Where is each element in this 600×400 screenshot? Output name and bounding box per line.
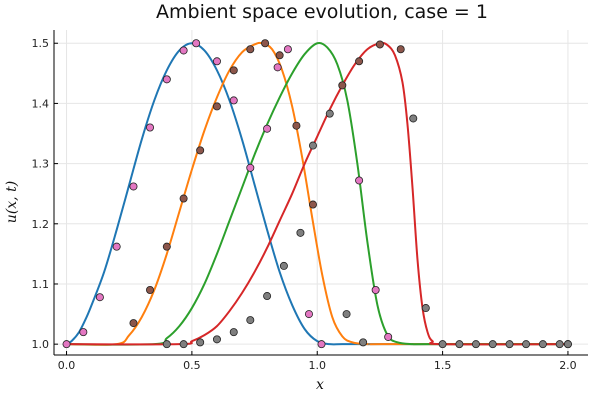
y-tick-label: 1.4	[32, 97, 50, 110]
data-point	[371, 285, 380, 294]
data-point	[229, 328, 238, 337]
chart-title: Ambient space evolution, case = 1	[156, 1, 488, 23]
x-tick-label: 1.5	[434, 359, 452, 372]
data-point	[438, 340, 447, 349]
data-point	[279, 261, 288, 270]
data-point	[162, 340, 171, 349]
data-point	[325, 109, 334, 118]
data-point	[292, 121, 301, 130]
data-point	[129, 319, 138, 328]
data-point	[263, 292, 272, 301]
grid	[54, 30, 588, 355]
data-point	[162, 75, 171, 84]
data-point	[359, 338, 368, 347]
data-point	[355, 176, 364, 185]
data-point	[375, 40, 384, 49]
data-point	[505, 340, 514, 349]
data-point	[308, 141, 317, 150]
data-point	[563, 340, 572, 349]
axes	[53, 30, 588, 356]
x-tick-label: 0.5	[183, 359, 201, 372]
series-markers	[62, 39, 572, 349]
y-ticks: 1.0 1.1 1.2 1.3 1.4 1.5	[32, 37, 58, 351]
data-point	[409, 114, 418, 123]
series-line-1	[66, 42, 568, 346]
data-point	[229, 66, 238, 75]
data-point	[355, 57, 364, 66]
y-tick-label: 1.0	[32, 338, 50, 351]
x-tick-label: 0.0	[58, 359, 76, 372]
x-ticks: 0.0 0.5 1.0 1.5 2.0	[58, 351, 577, 372]
data-point	[455, 340, 464, 349]
data-point	[79, 328, 88, 337]
data-point	[179, 340, 188, 349]
data-point	[471, 340, 480, 349]
x-tick-label: 2.0	[559, 359, 577, 372]
data-point	[304, 310, 313, 319]
data-point	[196, 338, 205, 347]
data-point	[263, 124, 272, 133]
data-point	[146, 123, 155, 132]
y-tick-label: 1.1	[32, 278, 50, 291]
y-tick-label: 1.3	[32, 158, 50, 171]
data-point	[62, 340, 71, 349]
data-point	[196, 146, 205, 155]
data-point	[212, 102, 221, 111]
data-point	[342, 310, 351, 319]
data-point	[421, 304, 430, 313]
data-point	[384, 332, 393, 341]
y-tick-label: 1.2	[32, 218, 50, 231]
data-point	[538, 340, 547, 349]
data-point	[488, 340, 497, 349]
y-axis-label: u(x, t)	[4, 181, 20, 223]
data-point	[246, 163, 255, 172]
data-point	[212, 335, 221, 344]
data-point	[246, 316, 255, 325]
data-point	[95, 293, 104, 302]
data-point	[179, 46, 188, 55]
data-point	[129, 182, 138, 191]
data-point	[212, 57, 221, 66]
data-point	[396, 45, 405, 54]
data-point	[555, 340, 564, 349]
y-tick-label: 1.5	[32, 37, 50, 50]
data-point	[317, 340, 326, 349]
x-tick-label: 1.0	[308, 359, 326, 372]
data-point	[296, 228, 305, 237]
data-point	[192, 39, 201, 48]
data-point	[162, 242, 171, 251]
data-point	[283, 45, 292, 54]
data-point	[146, 285, 155, 294]
data-point	[338, 81, 347, 90]
data-point	[261, 39, 270, 48]
data-point	[275, 51, 284, 60]
series-line-2	[66, 41, 568, 346]
data-point	[112, 242, 121, 251]
data-point	[229, 96, 238, 105]
data-point	[308, 200, 317, 209]
data-point	[179, 194, 188, 203]
data-point	[246, 45, 255, 54]
data-point	[522, 340, 531, 349]
x-axis-label: x	[316, 377, 324, 393]
data-point	[273, 63, 282, 72]
